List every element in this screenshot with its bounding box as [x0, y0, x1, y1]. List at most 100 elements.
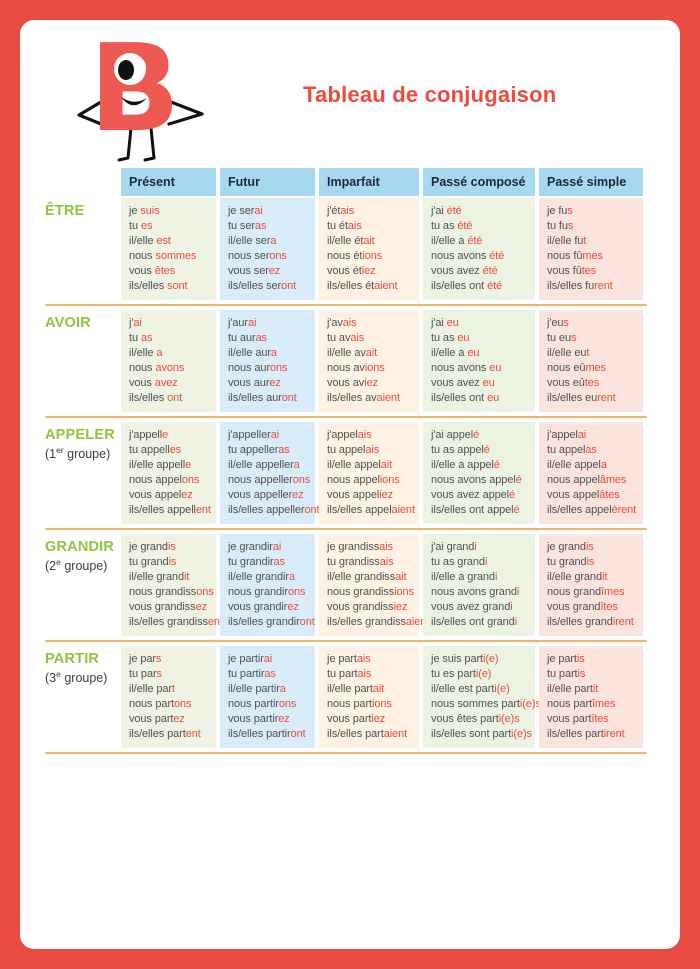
conjugation-line: tu appelleras	[228, 444, 290, 456]
conjugation-line: vous êtes	[129, 265, 176, 277]
conjugation-line: nous avons appelé	[431, 474, 522, 486]
conjugation-line: ils/elles étaient	[327, 280, 398, 292]
mascot-arm-left-icon	[77, 100, 103, 126]
conjugation-cell: je suis tu es il/elle est nous sommes vous ê…	[121, 198, 216, 300]
conjugation-line: tu pars	[129, 668, 162, 680]
row-divider	[45, 640, 647, 642]
conjugation-line: j'ai appelé	[431, 429, 480, 441]
worksheet-page: B Tableau de conjugaison Présent Futur Imp…	[20, 20, 680, 949]
conjugation-line: j'avais	[327, 317, 357, 329]
conjugation-cell: j'ai grandi tu as grandi il/elle a grandi n…	[423, 534, 535, 636]
conjugation-line: il/elle sera	[228, 235, 277, 247]
conjugation-line: tu as été	[431, 220, 473, 232]
conjugation-line: tu as appelé	[431, 444, 490, 456]
conjugation-line: j'aurai	[228, 317, 257, 329]
conjugation-cell: j'avais tu avais il/elle avait nous avions v…	[319, 310, 419, 412]
conjugation-line: vous partîtes	[547, 713, 609, 725]
conjugation-line: il/elle partira	[228, 683, 286, 695]
conjugation-line: il/elle grandit	[547, 571, 608, 583]
verb-label: ÊTRE	[45, 198, 117, 300]
column-header-3: Imparfait	[319, 168, 419, 196]
conjugation-line: il/elle appela	[547, 459, 607, 471]
conjugation-line: je partirai	[228, 653, 273, 665]
conjugation-line: nous eûmes	[547, 362, 606, 374]
conjugation-line: il/elle est parti(e)	[431, 683, 510, 695]
conjugation-line: ils/elles grandissent	[129, 616, 223, 628]
conjugation-line: nous étions	[327, 250, 383, 262]
conjugation-line: il/elle fut	[547, 235, 587, 247]
conjugation-line: nous partons	[129, 698, 192, 710]
conjugation-cell: je partais tu partais il/elle partait nous …	[319, 646, 419, 748]
conjugation-line: il/elle appelle	[129, 459, 192, 471]
conjugation-line: tu appelas	[547, 444, 597, 456]
verb-label: AVOIR	[45, 310, 117, 412]
conjugation-line: je grandirai	[228, 541, 282, 553]
conjugation-line: ils/elles appelaient	[327, 504, 415, 516]
conjugation-line: ils/elles seront	[228, 280, 297, 292]
conjugation-line: tu as	[129, 332, 153, 344]
conjugation-cell: j'ai eu tu as eu il/elle a eu nous avons eu…	[423, 310, 535, 412]
conjugation-line: ils/elles auront	[228, 392, 297, 404]
conjugation-cell: je pars tu pars il/elle part nous partons vo…	[121, 646, 216, 748]
conjugation-line: j'appelai	[547, 429, 587, 441]
verb-row: AVOIR j'ai tu as il/elle a nous avons vous av…	[45, 310, 647, 412]
conjugation-line: nous sommes parti(e)s	[431, 698, 541, 710]
conjugation-cell: je grandis tu grandis il/elle grandit nous …	[539, 534, 643, 636]
conjugation-line: vous partiez	[327, 713, 386, 725]
conjugation-line: tu grandissais	[327, 556, 394, 568]
conjugation-cell: je partirai tu partiras il/elle partira nou…	[220, 646, 315, 748]
conjugation-line: nous grandîmes	[547, 586, 625, 598]
conjugation-line: il/elle appelait	[327, 459, 393, 471]
verb-name: APPELER	[45, 427, 115, 443]
row-divider	[45, 304, 647, 306]
conjugation-line: je suis	[129, 205, 160, 217]
conjugation-line: nous avons été	[431, 250, 505, 262]
conjugation-line: nous sommes	[129, 250, 197, 262]
conjugation-line: il/elle grandit	[129, 571, 190, 583]
verb-name: AVOIR	[45, 315, 91, 331]
conjugation-line: il/elle part	[129, 683, 175, 695]
conjugation-line: il/elle a grandi	[431, 571, 498, 583]
conjugation-line: il/elle a appelé	[431, 459, 500, 471]
conjugation-line: nous appelions	[327, 474, 400, 486]
conjugation-line: j'appelle	[129, 429, 169, 441]
verb-row: GRANDIR (2e groupe) je grandis tu grandis il…	[45, 534, 647, 636]
conjugation-line: vous avez été	[431, 265, 498, 277]
conjugation-line: vous avez eu	[431, 377, 495, 389]
conjugation-line: vous fûtes	[547, 265, 597, 277]
conjugation-cell: je grandissais tu grandissais il/elle gran…	[319, 534, 430, 636]
conjugation-line: ils/elles appelleront	[228, 504, 320, 516]
conjugation-line: tu grandis	[547, 556, 595, 568]
conjugation-line: ils/elles partaient	[327, 728, 408, 740]
conjugation-cell: j'ai tu as il/elle a nous avons vous avez ils…	[121, 310, 216, 412]
mascot-leg-left-icon	[117, 126, 133, 162]
verb-group: (2e groupe)	[45, 557, 108, 574]
conjugation-line: nous appelâmes	[547, 474, 627, 486]
conjugation-line: ils/elles partent	[129, 728, 201, 740]
conjugation-line: vous partez	[129, 713, 185, 725]
conjugation-line: je grandissais	[327, 541, 393, 553]
conjugation-line: tu as eu	[431, 332, 470, 344]
conjugation-line: je grandis	[129, 541, 176, 553]
conjugation-cell: je grandirai tu grandiras il/elle grandira…	[220, 534, 315, 636]
conjugation-line: je partis	[547, 653, 585, 665]
conjugation-line: vous grandissez	[129, 601, 207, 613]
conjugation-line: nous avons	[129, 362, 185, 374]
conjugation-line: vous appellerez	[228, 489, 304, 501]
conjugation-line: tu appelais	[327, 444, 380, 456]
conjugation-line: ils/elles grandirent	[547, 616, 634, 628]
conjugation-line: j'appellerai	[228, 429, 280, 441]
conjugation-line: ils/elles grandissaient	[327, 616, 430, 628]
conjugation-line: ils/elles appellent	[129, 504, 211, 516]
conjugation-line: ils/elles sont parti(e)s	[431, 728, 532, 740]
conjugation-table: Présent Futur Imparfait Passé composé Passé …	[45, 168, 647, 758]
conjugation-line: vous serez	[228, 265, 281, 277]
conjugation-cell: j'appelle tu appelles il/elle appelle nous …	[121, 422, 216, 524]
conjugation-line: j'étais	[327, 205, 355, 217]
conjugation-line: tu partis	[547, 668, 586, 680]
conjugation-line: nous avons grandi	[431, 586, 520, 598]
conjugation-line: tu partais	[327, 668, 372, 680]
conjugation-line: nous grandirons	[228, 586, 306, 598]
conjugation-line: tu partiras	[228, 668, 276, 680]
conjugation-line: ils/elles ont grandi	[431, 616, 518, 628]
